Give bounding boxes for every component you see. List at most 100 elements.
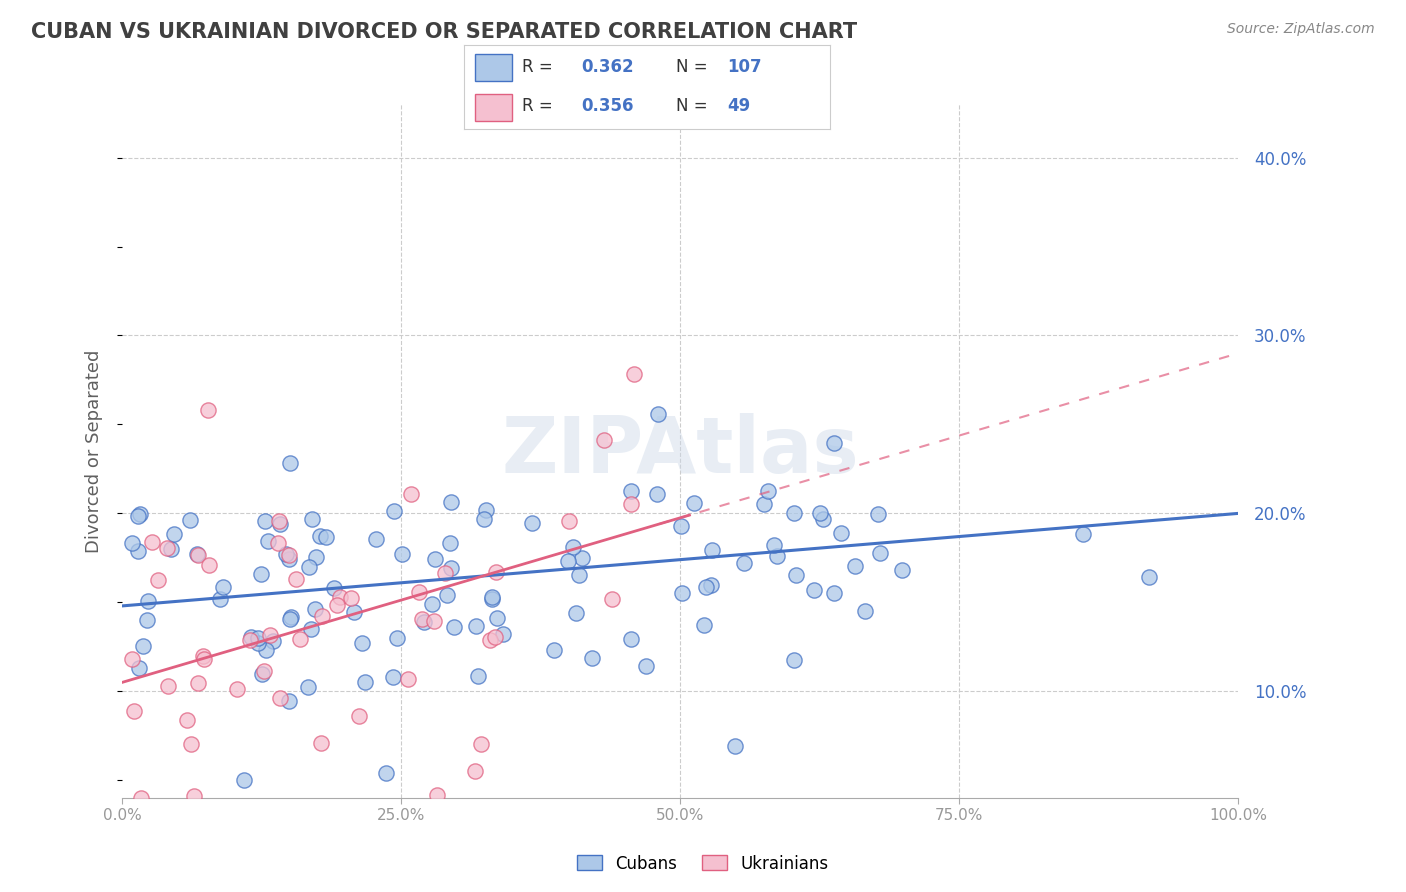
Point <box>472 511 495 525</box>
Text: 107: 107 <box>727 59 762 77</box>
Point <box>426 788 449 802</box>
Point <box>808 506 831 520</box>
Point <box>136 613 159 627</box>
Point <box>752 497 775 511</box>
Point <box>766 549 789 563</box>
Point <box>782 507 804 521</box>
Point <box>128 661 150 675</box>
Point <box>240 630 263 644</box>
Point <box>492 627 515 641</box>
Point <box>467 668 489 682</box>
Text: 0.362: 0.362 <box>581 59 634 77</box>
Point <box>262 634 284 648</box>
Point <box>484 630 506 644</box>
Point <box>269 516 291 531</box>
Point <box>299 622 322 636</box>
Point <box>311 608 333 623</box>
Point <box>129 791 152 805</box>
Point <box>253 514 276 528</box>
Point <box>156 679 179 693</box>
Point <box>259 628 281 642</box>
Text: N =: N = <box>676 59 713 77</box>
Text: CUBAN VS UKRAINIAN DIVORCED OR SEPARATED CORRELATION CHART: CUBAN VS UKRAINIAN DIVORCED OR SEPARATED… <box>31 22 858 42</box>
Point <box>329 590 352 604</box>
Point <box>132 639 155 653</box>
Text: N =: N = <box>676 97 713 115</box>
Point <box>156 541 179 555</box>
Point <box>408 584 430 599</box>
Point <box>308 529 330 543</box>
Point <box>340 591 363 605</box>
Point <box>866 507 889 521</box>
Point <box>557 554 579 568</box>
Point <box>381 670 404 684</box>
Point <box>197 403 219 417</box>
Point <box>121 536 143 550</box>
Point <box>290 632 312 646</box>
Point <box>253 665 276 679</box>
Point <box>352 635 374 649</box>
Point <box>315 530 337 544</box>
Point <box>581 651 603 665</box>
Point <box>136 594 159 608</box>
Point <box>620 497 643 511</box>
Point <box>634 659 657 673</box>
Point <box>267 536 290 550</box>
Point <box>208 591 231 606</box>
Point <box>470 737 492 751</box>
Point <box>671 519 693 533</box>
Point <box>481 591 503 606</box>
Point <box>187 675 209 690</box>
Point <box>683 496 706 510</box>
Point <box>193 652 215 666</box>
Point <box>212 580 235 594</box>
Point <box>411 612 433 626</box>
Point <box>869 546 891 560</box>
Point <box>695 580 717 594</box>
Text: 0.356: 0.356 <box>581 97 634 115</box>
Point <box>179 513 201 527</box>
Point <box>1071 526 1094 541</box>
Point <box>280 610 302 624</box>
Point <box>436 588 458 602</box>
Point <box>233 773 256 788</box>
Text: ZIPAtlas: ZIPAtlas <box>502 413 859 489</box>
Point <box>186 547 208 561</box>
Point <box>326 598 349 612</box>
Point <box>420 597 443 611</box>
Point <box>278 612 301 626</box>
Point <box>439 535 461 549</box>
Point <box>391 547 413 561</box>
Point <box>823 586 845 600</box>
Text: Source: ZipAtlas.com: Source: ZipAtlas.com <box>1227 22 1375 37</box>
Point <box>301 511 323 525</box>
Point <box>647 407 669 421</box>
Point <box>364 532 387 546</box>
Point <box>127 544 149 558</box>
Point <box>481 590 503 604</box>
Point <box>693 617 716 632</box>
Point <box>823 435 845 450</box>
Point <box>464 619 486 633</box>
Point <box>522 516 544 530</box>
Point <box>176 713 198 727</box>
Point <box>486 611 509 625</box>
Point <box>257 533 280 548</box>
Point <box>562 541 585 555</box>
Point <box>239 633 262 648</box>
Point <box>269 514 291 528</box>
Point <box>285 572 308 586</box>
Point <box>558 514 581 528</box>
Point <box>620 632 643 646</box>
Point <box>700 578 723 592</box>
Point <box>163 527 186 541</box>
Point <box>763 538 786 552</box>
Point <box>277 548 299 562</box>
Point <box>440 494 463 508</box>
Legend: Cubans, Ukrainians: Cubans, Ukrainians <box>571 848 835 880</box>
Point <box>803 583 825 598</box>
Point <box>623 367 645 381</box>
Point <box>485 565 508 579</box>
Point <box>124 704 146 718</box>
Point <box>127 508 149 523</box>
